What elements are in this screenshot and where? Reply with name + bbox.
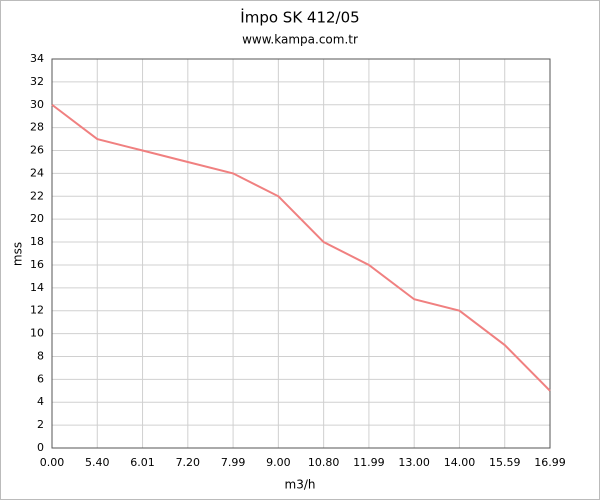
x-tick-label: 14.00 <box>444 456 476 469</box>
y-tick-label: 32 <box>30 75 44 88</box>
y-tick-label: 34 <box>30 52 44 65</box>
y-tick-label: 14 <box>30 281 44 294</box>
y-tick-label: 18 <box>30 235 44 248</box>
y-tick-label: 4 <box>37 395 44 408</box>
x-tick-label: 6.01 <box>130 456 155 469</box>
y-tick-label: 24 <box>30 166 44 179</box>
y-tick-label: 0 <box>37 441 44 454</box>
x-tick-label: 7.99 <box>221 456 246 469</box>
chart-subtitle: www.kampa.com.tr <box>242 33 358 47</box>
x-tick-label: 15.59 <box>489 456 521 469</box>
x-tick-label: 7.20 <box>176 456 201 469</box>
y-tick-label: 10 <box>30 327 44 340</box>
y-tick-label: 26 <box>30 144 44 157</box>
y-tick-label: 12 <box>30 304 44 317</box>
data-line <box>51 103 551 392</box>
plot-border <box>51 58 551 449</box>
x-tick-label: 5.40 <box>85 456 110 469</box>
y-tick-label: 20 <box>30 212 44 225</box>
x-tick-label: 13.00 <box>398 456 430 469</box>
y-tick-label: 16 <box>30 258 44 271</box>
y-tick-label: 30 <box>30 98 44 111</box>
y-tick-label: 6 <box>37 372 44 385</box>
y-tick-label: 8 <box>37 349 44 362</box>
y-tick-label: 2 <box>37 418 44 431</box>
x-tick-label: 0.00 <box>40 456 65 469</box>
x-tick-label: 9.00 <box>266 456 291 469</box>
y-tick-label: 28 <box>30 121 44 134</box>
x-tick-label: 16.99 <box>534 456 566 469</box>
y-tick-label: 22 <box>30 189 44 202</box>
x-axis-label: m3/h <box>285 478 316 492</box>
x-tick-label: 10.80 <box>308 456 340 469</box>
y-axis-label: mss <box>11 242 25 266</box>
chart-title: İmpo SK 412/05 <box>240 8 359 27</box>
x-tick-label: 11.99 <box>353 456 385 469</box>
